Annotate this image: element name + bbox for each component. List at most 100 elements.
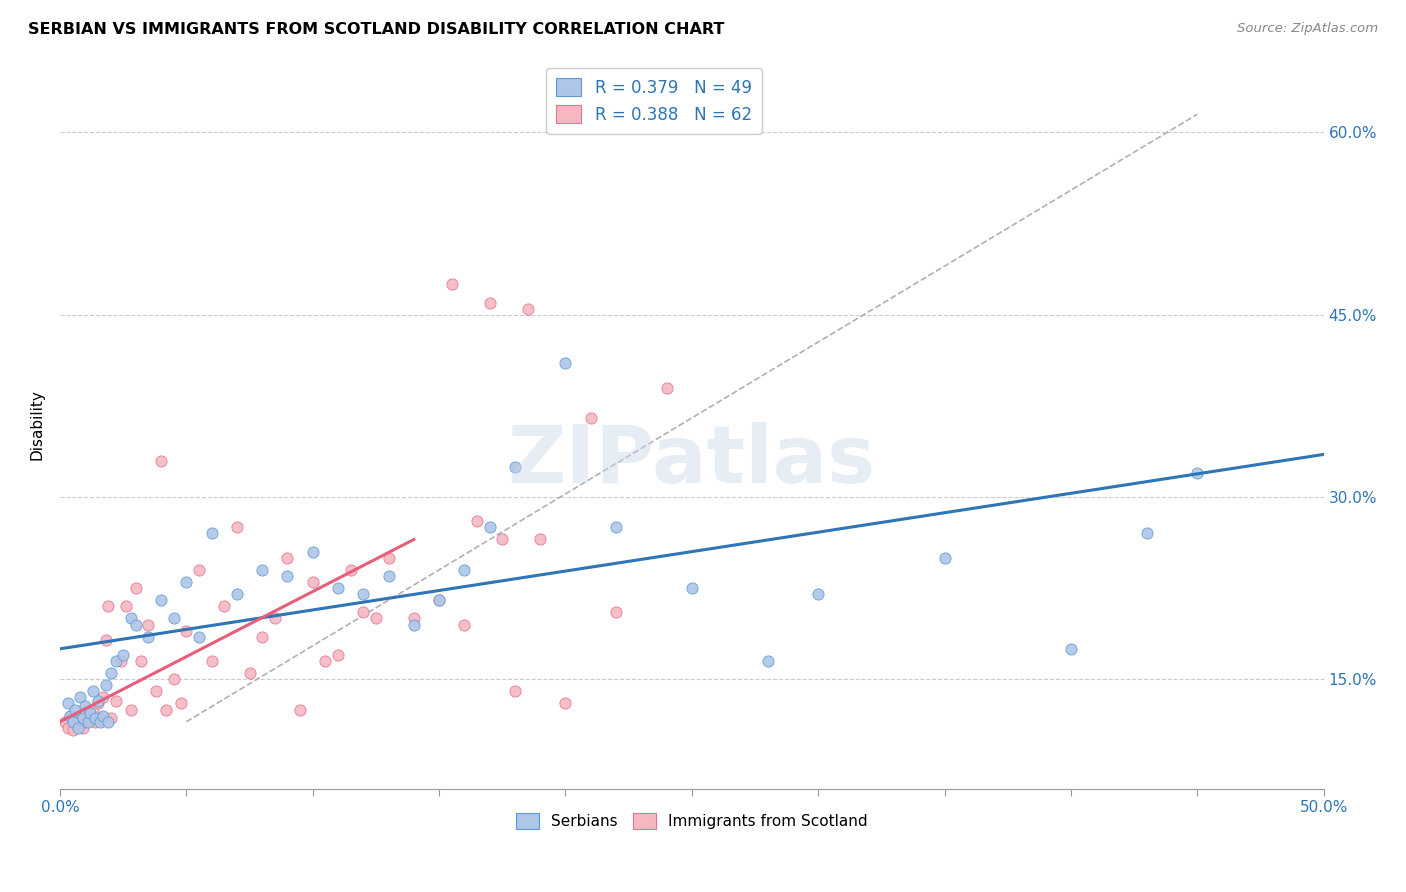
Point	[56, 697, 79, 711]
Point	[503, 459, 526, 474]
Point	[491, 533, 513, 547]
Point	[97, 714, 120, 729]
Point	[100, 666, 122, 681]
Point	[63, 714, 86, 729]
Point	[176, 624, 198, 638]
Point	[301, 574, 323, 589]
Point	[681, 581, 703, 595]
Point	[89, 714, 111, 729]
Point	[250, 630, 273, 644]
Point	[453, 563, 475, 577]
Point	[91, 708, 114, 723]
Point	[94, 633, 117, 648]
Point	[176, 574, 198, 589]
Point	[516, 301, 538, 316]
Point	[82, 702, 104, 716]
Point	[238, 666, 260, 681]
Point	[129, 654, 152, 668]
Point	[1136, 526, 1159, 541]
Point	[91, 690, 114, 705]
Point	[427, 593, 450, 607]
Point	[104, 654, 127, 668]
Point	[138, 630, 160, 644]
Point	[529, 533, 551, 547]
Point	[84, 711, 107, 725]
Text: SERBIAN VS IMMIGRANTS FROM SCOTLAND DISABILITY CORRELATION CHART: SERBIAN VS IMMIGRANTS FROM SCOTLAND DISA…	[28, 22, 724, 37]
Point	[72, 711, 94, 725]
Point	[75, 714, 97, 729]
Point	[226, 520, 249, 534]
Point	[188, 563, 211, 577]
Point	[655, 381, 678, 395]
Point	[89, 711, 111, 725]
Point	[125, 581, 148, 595]
Point	[170, 697, 193, 711]
Point	[352, 606, 374, 620]
Point	[478, 520, 501, 534]
Point	[579, 411, 602, 425]
Point	[97, 599, 120, 614]
Point	[314, 654, 336, 668]
Point	[69, 711, 91, 725]
Point	[554, 356, 576, 370]
Point	[503, 684, 526, 698]
Point	[478, 295, 501, 310]
Point	[150, 593, 173, 607]
Point	[104, 694, 127, 708]
Point	[145, 684, 167, 698]
Point	[138, 617, 160, 632]
Point	[226, 587, 249, 601]
Point	[62, 723, 84, 738]
Point	[82, 684, 104, 698]
Text: Source: ZipAtlas.com: Source: ZipAtlas.com	[1237, 22, 1378, 36]
Point	[76, 714, 98, 729]
Point	[163, 611, 186, 625]
Point	[440, 277, 463, 292]
Text: ZIPatlas: ZIPatlas	[508, 422, 876, 500]
Point	[339, 563, 361, 577]
Point	[402, 611, 425, 625]
Point	[53, 714, 76, 729]
Point	[326, 648, 349, 662]
Point	[76, 708, 98, 723]
Point	[352, 587, 374, 601]
Point	[110, 654, 132, 668]
Point	[263, 611, 285, 625]
Y-axis label: Disability: Disability	[30, 389, 44, 459]
Point	[120, 702, 142, 716]
Point	[100, 711, 122, 725]
Point	[87, 694, 110, 708]
Point	[66, 718, 89, 732]
Point	[188, 630, 211, 644]
Point	[120, 611, 142, 625]
Point	[62, 714, 84, 729]
Point	[465, 514, 488, 528]
Point	[276, 569, 298, 583]
Point	[756, 654, 779, 668]
Point	[605, 520, 627, 534]
Point	[94, 678, 117, 692]
Point	[1060, 641, 1083, 656]
Point	[364, 611, 387, 625]
Point	[56, 721, 79, 735]
Point	[201, 654, 224, 668]
Point	[276, 550, 298, 565]
Point	[326, 581, 349, 595]
Point	[114, 599, 136, 614]
Point	[453, 617, 475, 632]
Point	[163, 672, 186, 686]
Point	[250, 563, 273, 577]
Point	[807, 587, 830, 601]
Point	[301, 544, 323, 558]
Point	[377, 550, 399, 565]
Legend: Serbians, Immigrants from Scotland: Serbians, Immigrants from Scotland	[510, 806, 873, 836]
Point	[427, 593, 450, 607]
Point	[59, 708, 82, 723]
Point	[112, 648, 135, 662]
Point	[69, 690, 91, 705]
Point	[150, 453, 173, 467]
Point	[377, 569, 399, 583]
Point	[66, 721, 89, 735]
Point	[75, 698, 97, 713]
Point	[934, 550, 956, 565]
